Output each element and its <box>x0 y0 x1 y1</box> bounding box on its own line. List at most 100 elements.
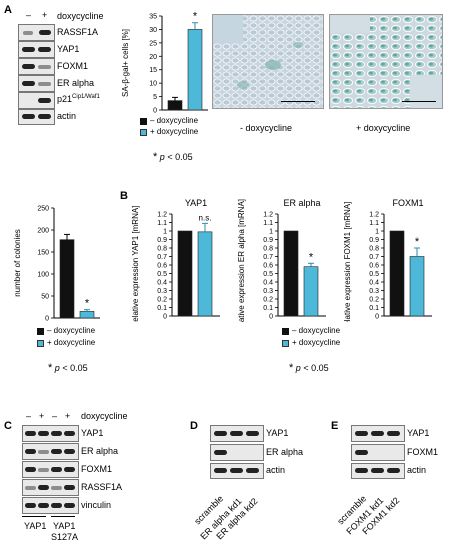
c-label-yap1: YAP1 <box>81 428 104 438</box>
y-axis-label: SA-β-gal+ cells [%] <box>121 29 130 97</box>
c-treatment-label: doxycycline <box>81 411 128 421</box>
y-tick-label: 0.4 <box>263 280 273 287</box>
c-lane-sign-1: – <box>26 411 32 421</box>
significance-marker: * <box>193 11 198 23</box>
panel-label-d: D <box>190 420 198 432</box>
blot-strip-eralpha <box>18 75 55 92</box>
y-tick-label: 0.1 <box>157 305 167 312</box>
y-tick-label: 0.8 <box>369 246 379 253</box>
chart-colonies: number of colonies 0 50 100 150 200 250 * <box>13 206 100 323</box>
y-tick-label: 1.1 <box>263 220 273 227</box>
c-lane-sign-3: – <box>52 411 58 421</box>
c-strip-rassf1a <box>22 479 79 496</box>
c-label-eralpha: ER alpha <box>81 446 119 456</box>
c-group-line-2 <box>51 516 75 517</box>
legend-label-minus-2: – doxycycline <box>47 326 96 335</box>
y-tick-label: 250 <box>37 206 49 213</box>
bar-minus-dox <box>59 239 75 319</box>
panel-label-c: C <box>4 420 12 432</box>
y-tick-label: 0.4 <box>157 280 167 287</box>
c-strip-foxm1 <box>22 461 79 478</box>
y-axis-label: relative expression FOXM1 [mRNA] <box>343 202 352 322</box>
y-tick-label: 1 <box>269 229 273 236</box>
bar-plus-dox <box>187 29 203 111</box>
y-tick-label: 150 <box>37 250 49 257</box>
legend-b: – doxycycline + doxycycline <box>282 327 352 347</box>
c-label-vinculin: vinculin <box>81 500 112 510</box>
c-group-label-s127a: S127A <box>51 532 79 542</box>
y-tick-label: 0.7 <box>369 254 379 261</box>
bar-minus-dox <box>167 100 183 111</box>
panel-label-b: B <box>120 190 128 202</box>
legend-swatch-minus-3 <box>282 327 289 335</box>
y-tick-label: 1 <box>163 229 167 236</box>
legend-label-plus-2: + doxycycline <box>47 338 96 347</box>
y-tick-label: 0 <box>269 314 273 321</box>
legend-swatch-minus <box>140 117 147 125</box>
e-label-foxm1: FOXM1 <box>407 447 439 457</box>
bar-plus-dox <box>409 256 425 317</box>
lane-sign-minus: – <box>26 10 32 20</box>
chart-sa-beta-gal: SA-β-gal+ cells [%] 0 5 10 15 20 25 30 35 * <box>121 11 208 115</box>
bar-plus-dox <box>303 266 319 317</box>
significance-marker: n.s. <box>199 213 212 222</box>
c-group-label-yap1: YAP1 <box>24 521 47 531</box>
c-lane-sign-4: + <box>65 411 71 421</box>
blot-label-yap1: YAP1 <box>57 44 80 54</box>
cell-pattern-plus <box>330 15 442 108</box>
y-tick-label: 1.1 <box>369 220 379 227</box>
d-label-eralpha: ER alpha <box>266 447 304 457</box>
y-tick-label: 0.5 <box>157 271 167 278</box>
d-strip-eralpha <box>210 444 264 461</box>
significance-marker: * <box>85 298 90 310</box>
e-strip-foxm1 <box>351 444 405 461</box>
y-tick-label: 0.2 <box>369 297 379 304</box>
blot-label-foxm1: FOXM1 <box>57 61 89 71</box>
c-group-line-1 <box>22 516 46 517</box>
blot-label-p21: p21Cip1/Waf1 <box>57 94 100 104</box>
micrograph-minus-dox <box>212 14 324 109</box>
chart-title: FOXM1 <box>392 198 423 208</box>
blot-label-eralpha: ER alpha <box>57 78 95 88</box>
y-tick-label: 0 <box>45 316 49 323</box>
c-label-foxm1: FOXM1 <box>81 464 113 474</box>
panel-label-e: E <box>331 420 339 432</box>
y-tick-label: 1.2 <box>263 212 273 219</box>
y-tick-label: 50 <box>41 294 49 301</box>
legend-a: – doxycycline + doxycycline <box>140 117 204 136</box>
c-strip-eralpha <box>22 443 79 460</box>
bar-minus-dox <box>177 230 193 317</box>
legend-colonies: – doxycycline + doxycycline <box>37 327 107 347</box>
y-tick-label: 0.2 <box>263 297 273 304</box>
legend-swatch-minus-2 <box>37 327 44 335</box>
y-tick-label: 0.9 <box>369 237 379 244</box>
y-tick-label: 35 <box>149 14 157 21</box>
treatment-label: doxycycline <box>57 11 104 21</box>
chart-eralpha-mrna: ER alpha relative expression ER alpha [mR… <box>237 198 326 322</box>
y-tick-label: 1 <box>375 229 379 236</box>
y-tick-label: 0.3 <box>369 288 379 295</box>
bar-plus-dox <box>79 311 95 319</box>
blot-strip-foxm1 <box>18 58 55 75</box>
chart-foxm1-mrna: FOXM1 relative expression FOXM1 [mRNA] 0 0.… <box>343 198 432 322</box>
y-tick-label: 0.7 <box>263 254 273 261</box>
legend-label-plus: + doxycycline <box>150 127 199 136</box>
significance-marker: * <box>309 251 314 263</box>
legend-swatch-plus-3 <box>282 339 289 347</box>
y-tick-label: 0.9 <box>263 237 273 244</box>
legend-swatch-plus-2 <box>37 339 44 347</box>
y-tick-label: 0.8 <box>263 246 273 253</box>
y-tick-label: 0.4 <box>369 280 379 287</box>
legend-label-minus: – doxycycline <box>150 116 199 125</box>
e-label-actin: actin <box>407 465 427 475</box>
micrograph-label-plus: + doxycycline <box>356 123 411 133</box>
c-strip-vinculin <box>22 497 79 514</box>
y-tick-label: 0 <box>375 314 379 321</box>
y-tick-label: 0.7 <box>157 254 167 261</box>
d-strip-actin <box>210 463 264 479</box>
scale-bar-plus <box>402 101 436 102</box>
significance-note-colonies: * p < 0.05 <box>48 362 88 374</box>
blot-label-rassf1a: RASSF1A <box>57 27 99 37</box>
y-tick-label: 100 <box>37 272 49 279</box>
